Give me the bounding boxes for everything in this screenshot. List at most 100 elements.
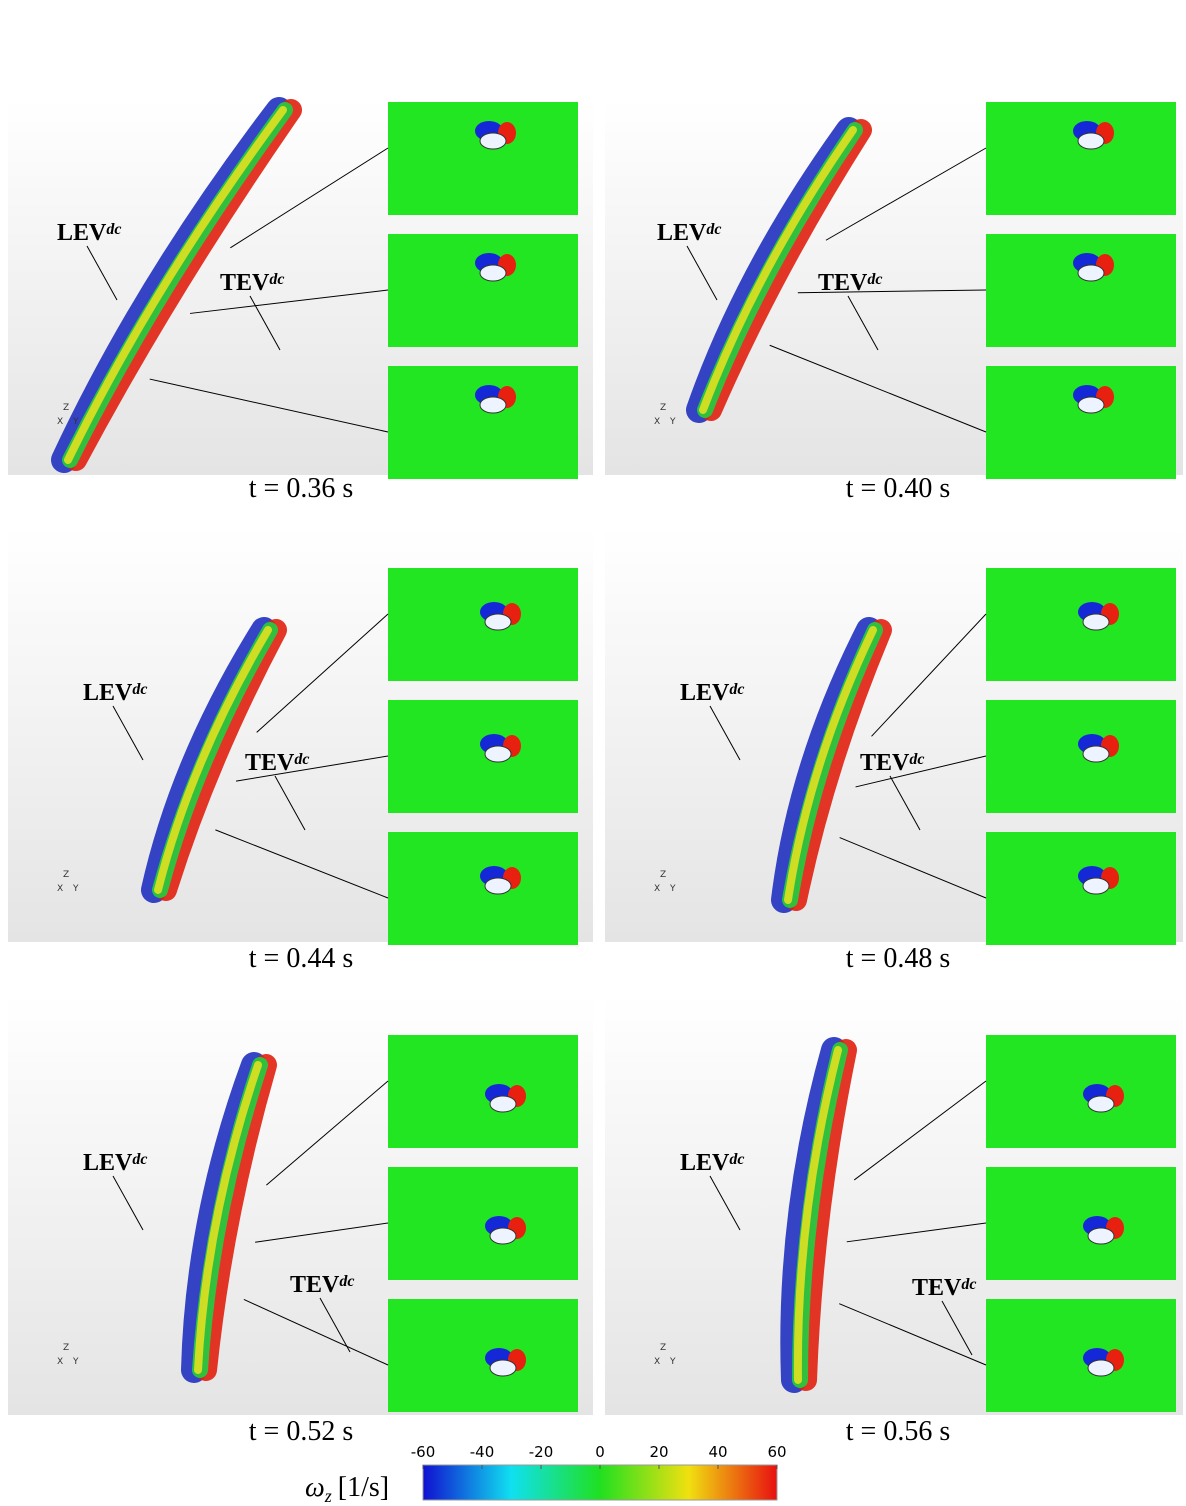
colorbar-label: ωz [1/s]	[305, 1472, 389, 1506]
wing-section	[1087, 1227, 1115, 1245]
lev-superscript: dc	[132, 681, 147, 698]
inset-slice	[986, 234, 1176, 347]
wing-section	[479, 132, 507, 150]
time-caption: t = 0.40 s	[846, 473, 950, 504]
axis-triad-label: X	[57, 884, 63, 894]
tev-superscript: dc	[269, 271, 284, 288]
leader-line	[853, 1080, 987, 1181]
vortex-tube	[194, 1061, 262, 1374]
inset-slice	[986, 700, 1176, 813]
leader-line	[871, 613, 987, 737]
tev-label: TEVdc	[290, 1272, 354, 1298]
leader-line	[255, 1222, 389, 1243]
colorbar-tick-label: -60	[411, 1443, 436, 1461]
axis-triad-label: X	[57, 1357, 63, 1367]
lev-name: LEV	[83, 1150, 133, 1176]
label-pointer	[112, 705, 144, 761]
vortex-tube	[784, 626, 877, 904]
axis-triad-label: Y	[72, 884, 79, 894]
lev-label: LEVdc	[680, 680, 744, 706]
leader-line	[769, 344, 987, 433]
colorbar-tick-label: -20	[529, 1443, 554, 1461]
label-pointer	[319, 1297, 351, 1353]
time-caption: t = 0.56 s	[846, 1416, 950, 1447]
inset-slice	[388, 700, 578, 813]
inset-slice	[388, 832, 578, 945]
colorbar-tick-label: -40	[470, 1443, 495, 1461]
lev-name: LEV	[680, 1150, 730, 1176]
leader-line	[266, 1080, 389, 1186]
leader-line	[839, 837, 987, 899]
label-pointer	[249, 295, 281, 351]
colorbar-tick-label: 0	[595, 1443, 605, 1461]
lev-superscript: dc	[729, 1151, 744, 1168]
vortex-tube	[64, 106, 287, 464]
label-pointer	[86, 245, 118, 301]
lev-name: LEV	[57, 220, 107, 246]
axis-triad-label: Y	[72, 417, 79, 427]
wing-section	[1087, 1359, 1115, 1377]
axis-triad-label: Z	[63, 1343, 69, 1353]
axis-triad-label: Z	[660, 1343, 666, 1353]
axis-triad-label: Y	[669, 884, 676, 894]
lev-label: LEVdc	[83, 680, 147, 706]
lev-name: LEV	[680, 680, 730, 706]
wing-section	[489, 1095, 517, 1113]
leader-line	[256, 613, 389, 733]
time-caption: t = 0.48 s	[846, 943, 950, 974]
tev-name: TEV	[860, 750, 910, 776]
inset-slice	[986, 1167, 1176, 1280]
tev-label: TEVdc	[220, 270, 284, 296]
wing-section	[479, 264, 507, 282]
label-pointer	[941, 1300, 973, 1356]
label-pointer	[709, 705, 741, 761]
inset-slice	[388, 1299, 578, 1412]
tev-label: TEVdc	[818, 270, 882, 296]
inset-slice	[388, 102, 578, 215]
wing-section	[1077, 264, 1105, 282]
axis-triad-label: Y	[669, 417, 676, 427]
tev-label: TEVdc	[245, 750, 309, 776]
inset-slice	[388, 568, 578, 681]
label-pointer	[889, 775, 921, 831]
tev-superscript: dc	[961, 1276, 976, 1293]
wing-section	[484, 877, 512, 895]
time-caption: t = 0.52 s	[249, 1416, 353, 1447]
axis-triad-label: Z	[660, 870, 666, 880]
tev-superscript: dc	[867, 271, 882, 288]
lev-superscript: dc	[706, 221, 721, 238]
label-pointer	[686, 245, 718, 301]
wing-section	[1087, 1095, 1115, 1113]
unit: [1/s]	[338, 1472, 389, 1503]
leader-line	[230, 147, 389, 249]
colorbar	[422, 1464, 778, 1501]
inset-slice	[986, 366, 1176, 479]
leader-line	[839, 1303, 987, 1366]
tev-name: TEV	[818, 270, 868, 296]
lev-name: LEV	[83, 680, 133, 706]
tev-name: TEV	[290, 1272, 340, 1298]
inset-slice	[388, 1167, 578, 1280]
leader-line	[149, 378, 389, 433]
inset-slice	[986, 1299, 1176, 1412]
lev-label: LEVdc	[83, 1150, 147, 1176]
colorbar-tick-label: 60	[767, 1443, 786, 1461]
leader-line	[215, 829, 389, 899]
wing-section	[489, 1359, 517, 1377]
axis-triad-label: X	[654, 884, 660, 894]
lev-label: LEVdc	[657, 220, 721, 246]
label-pointer	[274, 775, 306, 831]
wing-section	[484, 745, 512, 763]
lev-superscript: dc	[132, 1151, 147, 1168]
wing-section	[484, 613, 512, 631]
lev-label: LEVdc	[57, 220, 121, 246]
label-pointer	[709, 1175, 741, 1231]
label-pointer	[847, 295, 879, 351]
wing-section	[1082, 745, 1110, 763]
axis-triad-label: X	[654, 1357, 660, 1367]
